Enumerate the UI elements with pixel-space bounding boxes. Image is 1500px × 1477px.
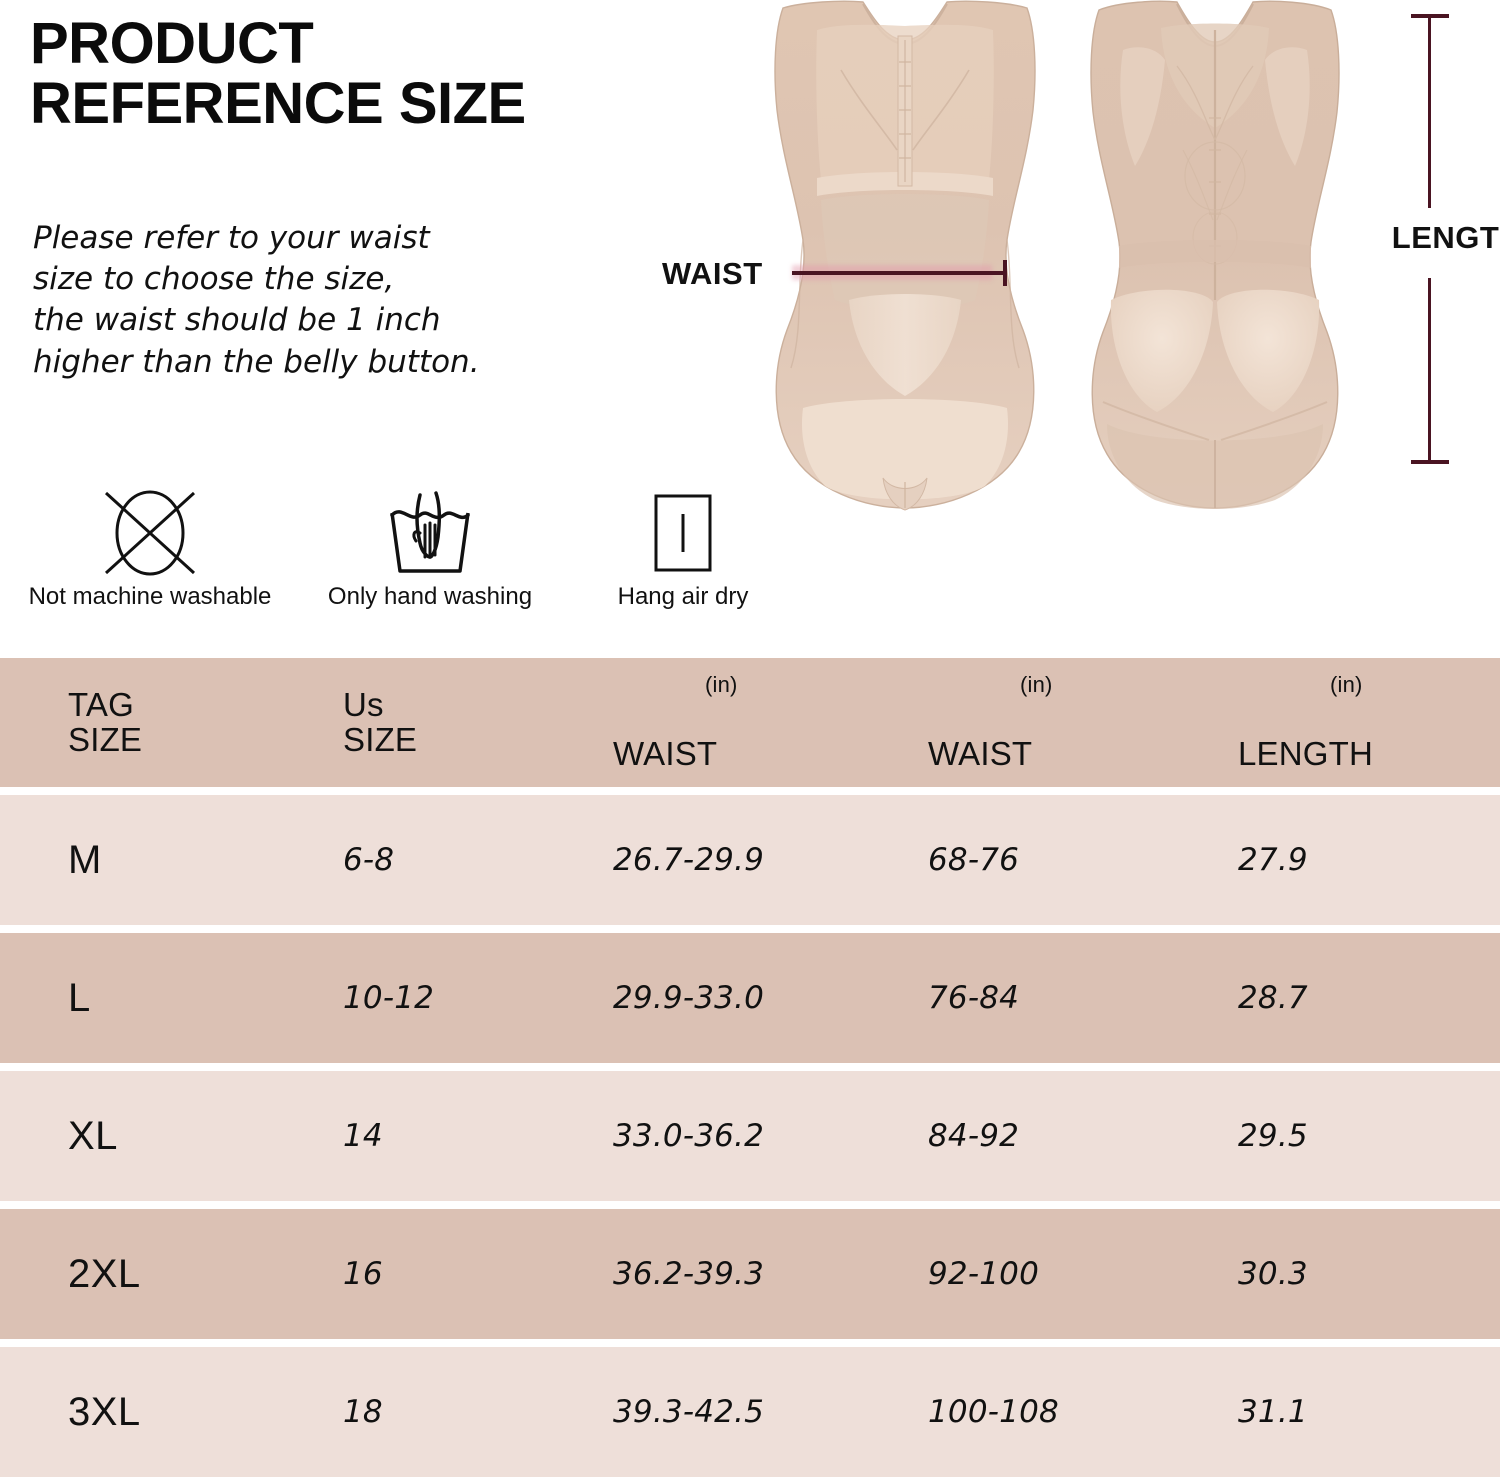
length-measurement-annotation: LENGTH bbox=[1392, 8, 1500, 478]
cell-waist-in: 26.7-29.9 bbox=[613, 842, 765, 878]
cell-length: 30.3 bbox=[1238, 1256, 1308, 1292]
cell-tag-size: L bbox=[68, 975, 91, 1020]
cell-waist-in: 39.3-42.5 bbox=[613, 1394, 765, 1430]
waist-measurement-line bbox=[792, 271, 1005, 275]
cell-waist-cm: 68-76 bbox=[928, 842, 1020, 878]
cell-tag-size: M bbox=[68, 837, 102, 882]
care-instruction-label: Hang air dry bbox=[617, 583, 749, 610]
length-measurement-line-bottom bbox=[1428, 278, 1431, 464]
product-figure: WAIST LENGTH bbox=[640, 0, 1500, 530]
cell-waist-cm: 100-108 bbox=[928, 1394, 1059, 1430]
table-header-cell-length: (in) LENGTH bbox=[1238, 671, 1374, 772]
garment-back-image bbox=[1090, 0, 1340, 509]
hang-dry-icon bbox=[600, 485, 766, 581]
cell-length: 27.9 bbox=[1238, 842, 1308, 878]
length-measurement-endcap-bottom bbox=[1411, 460, 1449, 464]
cell-length: 28.7 bbox=[1238, 980, 1308, 1016]
size-chart-table: TAG SIZE Us SIZE (in) WAIST (in) WAIST (… bbox=[0, 658, 1500, 1477]
table-row: XL 14 33.0-36.2 84-92 29.5 bbox=[0, 1071, 1500, 1201]
table-header-cell-waist-cm: (in) WAIST bbox=[928, 671, 1053, 772]
cell-us-size: 18 bbox=[343, 1394, 383, 1430]
cell-tag-size: XL bbox=[68, 1113, 118, 1158]
length-label: LENGTH bbox=[1391, 220, 1500, 255]
length-measurement-line-top bbox=[1428, 14, 1431, 208]
table-header-row: TAG SIZE Us SIZE (in) WAIST (in) WAIST (… bbox=[0, 658, 1500, 787]
waist-measurement-annotation: WAIST bbox=[640, 248, 1060, 302]
cell-waist-cm: 76-84 bbox=[928, 980, 1020, 1016]
cell-us-size: 10-12 bbox=[343, 980, 435, 1016]
care-instruction-label: Not machine washable bbox=[28, 583, 272, 610]
hand-wash-icon bbox=[312, 485, 548, 581]
cell-waist-in: 36.2-39.3 bbox=[613, 1256, 765, 1292]
garment-front-image bbox=[774, 0, 1036, 511]
care-instruction-label: Only hand washing bbox=[327, 583, 533, 610]
table-header-cell-tag-size: TAG SIZE bbox=[68, 685, 143, 758]
cell-tag-size: 2XL bbox=[68, 1251, 141, 1296]
cell-us-size: 14 bbox=[343, 1118, 383, 1154]
cell-length: 29.5 bbox=[1238, 1118, 1308, 1154]
table-row: 2XL 16 36.2-39.3 92-100 30.3 bbox=[0, 1209, 1500, 1339]
waist-label: WAIST bbox=[662, 256, 763, 291]
cell-us-size: 16 bbox=[343, 1256, 383, 1292]
table-row: L 10-12 29.9-33.0 76-84 28.7 bbox=[0, 933, 1500, 1063]
cell-waist-cm: 92-100 bbox=[928, 1256, 1040, 1292]
page-title: PRODUCT REFERENCE SIZE bbox=[30, 11, 526, 137]
cell-waist-in: 29.9-33.0 bbox=[613, 980, 765, 1016]
table-row: M 6-8 26.7-29.9 68-76 27.9 bbox=[0, 795, 1500, 925]
table-header-cell-waist-in: (in) WAIST bbox=[613, 671, 738, 772]
cell-waist-in: 33.0-36.2 bbox=[613, 1118, 765, 1154]
cell-us-size: 6-8 bbox=[343, 842, 395, 878]
cell-waist-cm: 84-92 bbox=[928, 1118, 1020, 1154]
care-instructions-group: Not machine washable Only hand bbox=[0, 485, 790, 620]
waist-measurement-endcap bbox=[1003, 260, 1007, 286]
cell-tag-size: 3XL bbox=[68, 1389, 141, 1434]
table-header-cell-us-size: Us SIZE bbox=[343, 685, 418, 758]
instruction-text: Please refer to your waist size to choos… bbox=[33, 220, 480, 380]
care-instruction-item: Not machine washable bbox=[14, 485, 286, 611]
cell-length: 31.1 bbox=[1238, 1394, 1308, 1430]
no-machine-wash-icon bbox=[14, 485, 286, 581]
care-instruction-item: Hang air dry bbox=[600, 485, 766, 611]
care-instruction-item: Only hand washing bbox=[312, 485, 548, 611]
header-section: PRODUCT REFERENCE SIZE Please refer to y… bbox=[0, 0, 1500, 658]
table-row: 3XL 18 39.3-42.5 100-108 31.1 bbox=[0, 1347, 1500, 1477]
